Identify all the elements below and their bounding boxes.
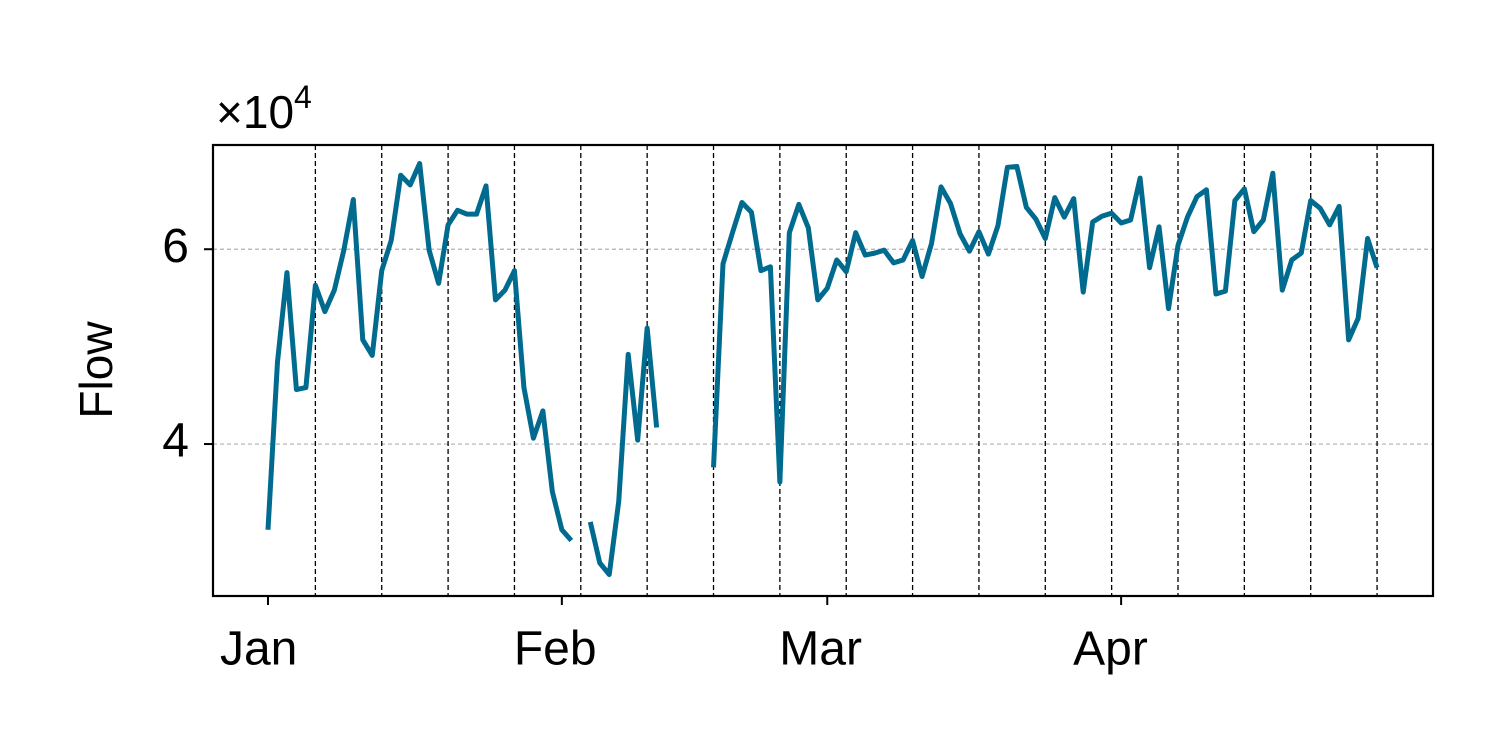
offset-text: ×104 xyxy=(216,79,312,138)
y-tick-label: 4 xyxy=(162,415,189,468)
x-tick-label: Apr xyxy=(1073,623,1148,676)
x-tick-label: Mar xyxy=(779,623,862,676)
x-tick-label: Feb xyxy=(514,623,597,676)
plot-frame xyxy=(211,143,1435,598)
y-axis-label: Flow xyxy=(70,321,122,419)
y-tick-label: 6 xyxy=(162,220,189,273)
data-line xyxy=(265,161,1380,578)
x-tick-label: Jan xyxy=(220,623,297,676)
offset-base: ×10 xyxy=(216,86,294,138)
offset-exponent: 4 xyxy=(294,79,312,115)
